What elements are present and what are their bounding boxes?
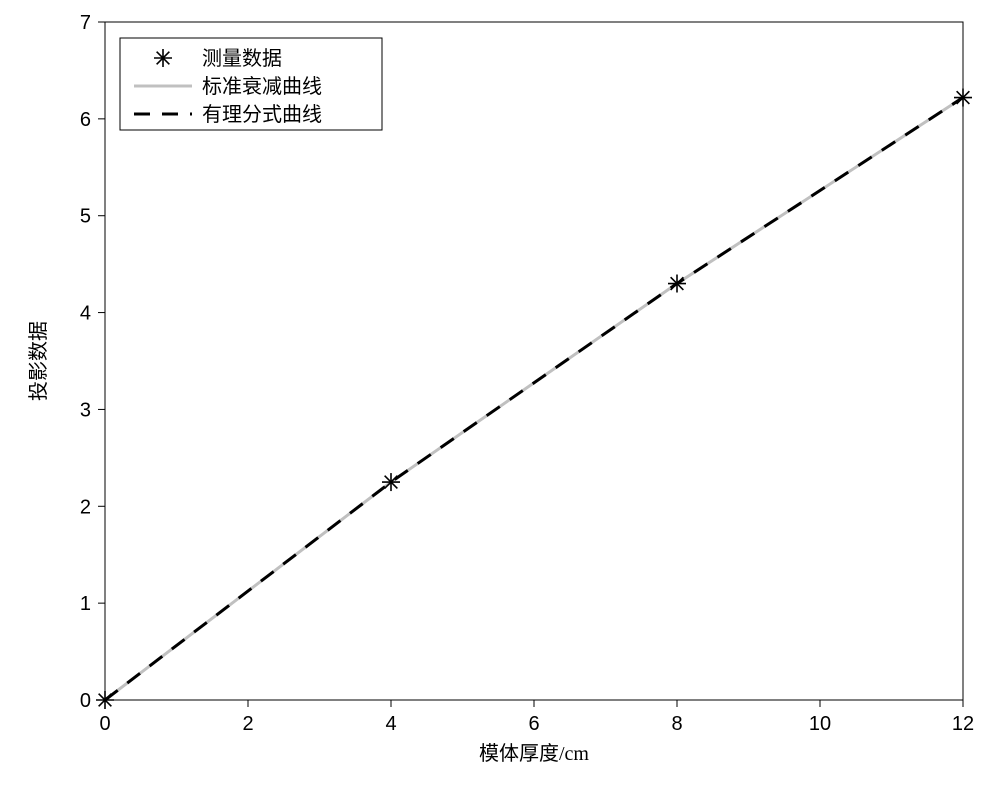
y-tick-label: 4: [80, 303, 91, 325]
series-standard-attenuation: [105, 98, 963, 700]
y-axis-label: 投影数据: [27, 321, 50, 401]
legend: 测量数据标准衰减曲线有理分式曲线: [120, 38, 382, 130]
x-tick-label: 12: [952, 713, 974, 735]
chart-container: 02468101201234567模体厚度/cm投影数据测量数据标准衰减曲线有理…: [0, 0, 1000, 796]
asterisk-marker: [954, 89, 972, 107]
legend-label: 测量数据: [202, 47, 282, 70]
asterisk-marker: [96, 691, 114, 709]
legend-label: 标准衰减曲线: [202, 75, 322, 98]
series-rational-fraction: [105, 98, 963, 700]
asterisk-marker: [382, 473, 400, 491]
y-tick-label: 2: [80, 496, 91, 518]
y-tick-label: 1: [80, 593, 91, 615]
x-tick-label: 6: [528, 713, 539, 735]
x-tick-label: 2: [242, 713, 253, 735]
x-tick-label: 10: [809, 713, 831, 735]
x-axis-label: 模体厚度/cm: [479, 742, 589, 765]
x-tick-label: 0: [99, 713, 110, 735]
legend-label: 有理分式曲线: [202, 103, 322, 126]
asterisk-marker: [154, 49, 172, 67]
y-tick-label: 3: [80, 399, 91, 421]
chart-svg: 02468101201234567模体厚度/cm投影数据测量数据标准衰减曲线有理…: [0, 0, 1000, 796]
asterisk-marker: [668, 275, 686, 293]
y-tick-label: 5: [80, 206, 91, 228]
y-tick-label: 0: [80, 690, 91, 712]
y-tick-label: 6: [80, 109, 91, 131]
x-tick-label: 8: [671, 713, 682, 735]
x-tick-label: 4: [385, 713, 396, 735]
y-tick-label: 7: [80, 12, 91, 34]
